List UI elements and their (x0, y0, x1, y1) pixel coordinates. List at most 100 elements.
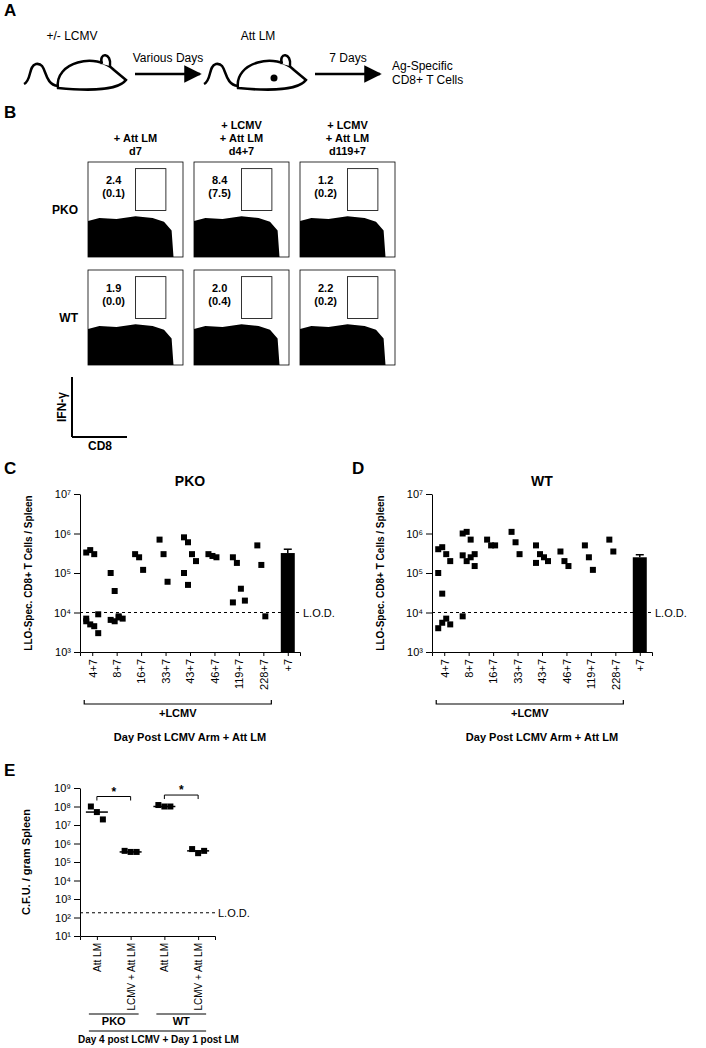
chart: L.O.D.10³10⁴10⁵10⁶10⁷4+78+716+733+743+74… (23, 473, 335, 743)
tick: 228+7 (258, 652, 270, 690)
tick-label: 4+7 (439, 659, 451, 678)
tick-label: LCMV + Att LM (193, 943, 204, 1011)
column-header: + Att LM (326, 132, 369, 144)
data-point (439, 591, 445, 597)
median-line (153, 806, 175, 808)
tick: 10⁹ (54, 782, 80, 794)
axis: 10¹10²10³10⁴10⁵10⁶10⁷10⁸10⁹ (54, 782, 80, 942)
chart: L.O.D.10¹10²10³10⁴10⁵10⁶10⁷10⁸10⁹Att LML… (20, 782, 250, 1045)
tick: 4+7 (439, 652, 451, 678)
gate (136, 169, 166, 211)
column-header: d4+7 (229, 145, 254, 157)
dot-plot: 1.2(0.2) (300, 162, 395, 257)
dot-plot: 2.0(0.4) (194, 270, 289, 365)
tick: 10¹ (55, 930, 80, 942)
data-point (230, 599, 236, 605)
annotations: L.O.D. (218, 907, 250, 919)
tick: 8+7 (463, 652, 475, 678)
tick-mark (166, 652, 167, 656)
tick-label: 10⁵ (406, 567, 423, 579)
tick: 46+7 (561, 652, 573, 684)
tick-label: 16+7 (135, 659, 147, 684)
axis-title: Day Post LCMV Arm + Att LM (114, 731, 266, 743)
tick-label: 43+7 (536, 659, 548, 684)
gate (136, 277, 166, 319)
axis: 10³10⁴10⁵10⁶10⁷ (406, 488, 432, 658)
data-point (443, 551, 449, 557)
mouse-tail (204, 64, 238, 86)
column-header: + Att LM (114, 132, 157, 144)
tick-mark (97, 936, 98, 940)
step-label: Various Days (133, 51, 203, 65)
tick-mark (214, 652, 215, 656)
step-label: Att LM (241, 29, 276, 43)
background-percent: (0.0) (102, 295, 125, 307)
negative-population (88, 216, 174, 257)
tick: +7 (282, 652, 294, 672)
annotations: L.O.D. (303, 607, 335, 619)
tick-mark (426, 534, 432, 535)
tick-label: 8+7 (111, 659, 123, 678)
negative-population (300, 324, 386, 365)
data-point (435, 570, 441, 576)
data-point (161, 551, 167, 557)
median-line (120, 851, 142, 853)
tick: 10⁴ (406, 607, 432, 619)
dot-plot: 8.4(7.5) (194, 162, 289, 257)
tick: 10⁵ (54, 567, 80, 579)
panel-label: E (4, 761, 15, 780)
data-point (472, 563, 478, 569)
mouse-ear (101, 55, 110, 66)
tick-mark (74, 844, 80, 845)
tick-mark (190, 652, 191, 656)
tick-label: 119+7 (233, 659, 245, 689)
mouse-ear (281, 55, 290, 66)
tick-label: 10⁶ (54, 838, 71, 850)
tick: 33+7 (160, 652, 172, 684)
data-point (185, 539, 191, 545)
marks (80, 802, 215, 913)
tick-mark (566, 652, 567, 656)
tick-mark (591, 652, 592, 656)
tick-mark (426, 652, 432, 653)
tick: 119+7 (585, 652, 597, 689)
axis-title: LLO-Spec. CD8+ T Cells / Spleen (375, 495, 386, 650)
data-point (262, 613, 268, 619)
data-point (590, 567, 596, 573)
gate (348, 169, 378, 211)
tick-mark (74, 936, 80, 937)
tick-mark (426, 494, 432, 495)
tick: 10⁶ (54, 528, 80, 540)
flow-panel: + Att LMd7+ LCMV+ Att LMd4+7+ LCMV+ Att … (52, 119, 395, 453)
median-line (86, 811, 108, 813)
annotations: L.O.D. (655, 607, 687, 619)
data-point (100, 816, 106, 822)
tick: 10⁴ (54, 607, 80, 619)
data-point (258, 562, 264, 568)
row-label: WT (59, 311, 78, 325)
bar (281, 553, 295, 652)
axis-line (432, 495, 433, 653)
tick-label: 46+7 (561, 659, 573, 684)
background-percent: (0.2) (314, 187, 337, 199)
data-point (533, 542, 539, 548)
tick-label: 33+7 (512, 659, 524, 684)
marks (432, 529, 652, 652)
tick-label: 10⁶ (54, 528, 71, 540)
tick-label: 10⁵ (54, 856, 71, 868)
data-point (464, 529, 470, 535)
tick-label: +7 (634, 659, 646, 672)
tick-mark (141, 652, 142, 656)
column-header: + Att LM (220, 132, 263, 144)
tick-mark (288, 652, 289, 656)
background-percent: (0.2) (314, 295, 337, 307)
group-label: PKO (102, 1015, 126, 1027)
data-point (435, 625, 441, 631)
axis-line (80, 495, 81, 653)
data-point (513, 539, 519, 545)
tick-label: 10⁹ (54, 782, 71, 794)
data-point (165, 579, 171, 585)
data-point (610, 549, 616, 555)
tick-label: 33+7 (160, 659, 172, 684)
data-point (213, 554, 219, 560)
